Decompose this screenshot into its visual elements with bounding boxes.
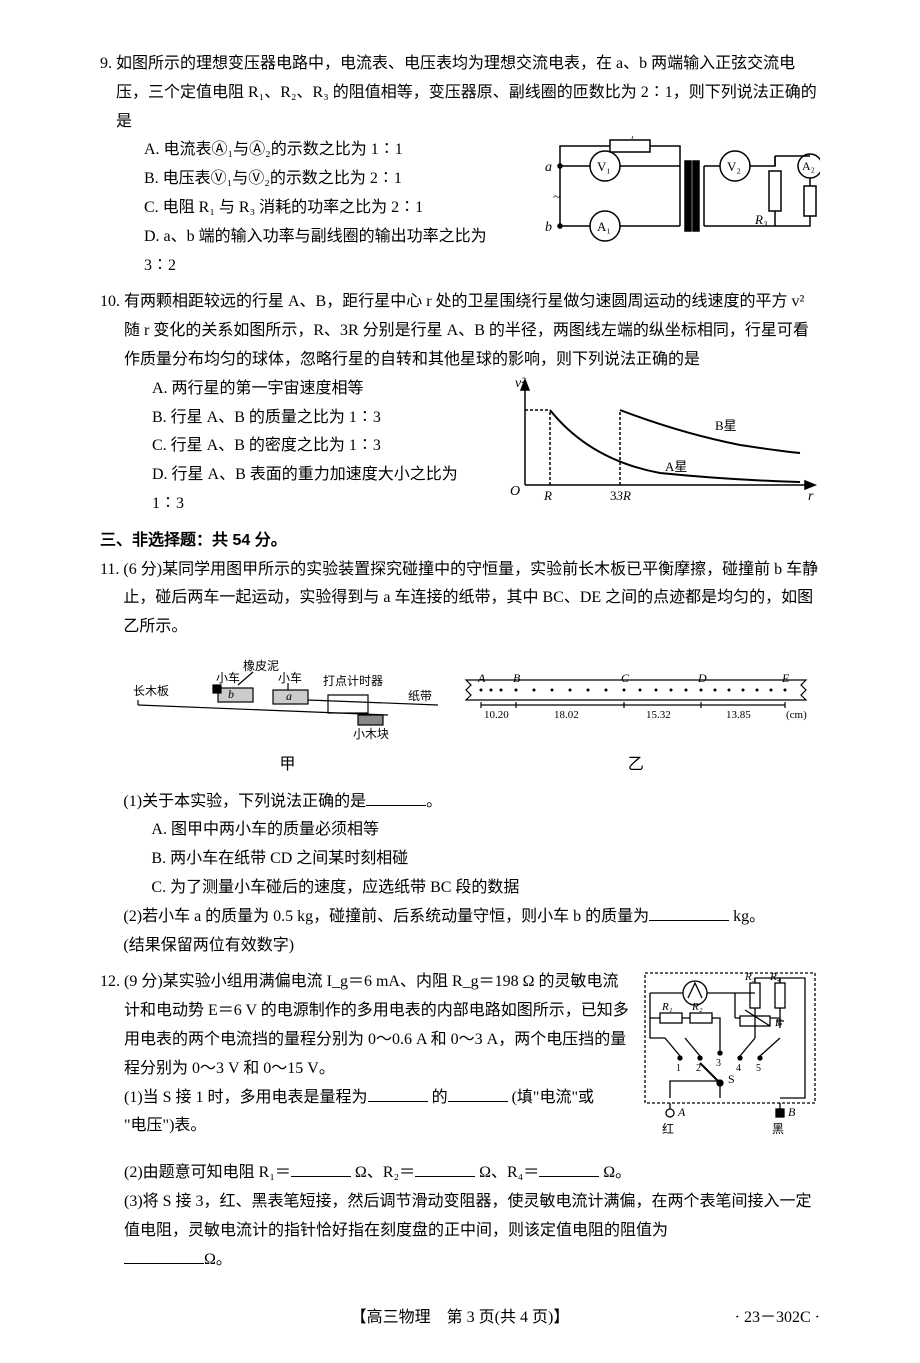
footer-center: 【高三物理 第 3 页(共 4 页)】 — [351, 1309, 570, 1326]
q9-number: 9. — [100, 50, 112, 79]
q10-text: 有两颗相距较远的行星 A、B，距行星中心 r 处的卫星围绕行星做匀速圆周运动的线… — [124, 288, 820, 374]
svg-text:E: E — [781, 671, 790, 685]
section-3-title: 三、非选择题：共 54 分。 — [100, 527, 820, 556]
q11-sub2: (2)若小车 a 的质量为 0.5 kg，碰撞前、后系统动量守恒，则小车 b 的… — [123, 903, 820, 932]
svg-text:3: 3 — [716, 1058, 721, 1069]
q12-sub1: (1)当 S 接 1 时，多用电表是量程为 的 (填"电流"或 — [124, 1084, 630, 1113]
svg-text:C: C — [621, 671, 630, 685]
svg-text:a: a — [545, 160, 552, 175]
svg-text:B: B — [788, 1105, 796, 1119]
q12-number: 12. — [100, 968, 120, 997]
svg-text:5: 5 — [756, 1063, 761, 1074]
q11-number: 11. — [100, 556, 119, 585]
svg-text:R₁: R₁ — [621, 136, 634, 139]
svg-text:红: 红 — [662, 1121, 674, 1136]
q10-opt-d: D. 行星 A、B 表面的重力加速度大小之比为 1∶3 — [124, 461, 490, 519]
q9-opt-d: D. a、b 端的输入功率与副线圈的输出功率之比为 3∶2 — [116, 223, 520, 281]
q11-diagram-jia: 长木板 b 橡皮泥 小车 a 小车 — [128, 650, 448, 780]
q9-text: 如图所示的理想变压器电路中，电流表、电压表均为理想交流电表，在 a、b 两端输入… — [116, 50, 820, 136]
svg-text:A: A — [677, 1105, 686, 1119]
q12-sub3b: Ω。 — [124, 1246, 820, 1275]
page-footer: 【高三物理 第 3 页(共 4 页)】 · 23－302C · — [100, 1304, 820, 1333]
svg-text:黑: 黑 — [772, 1122, 784, 1136]
svg-text:~: ~ — [553, 190, 561, 205]
q9-opt-b: B. 电压表Ⓥ₁与Ⓥ₂的示数之比为 2∶1 — [116, 165, 520, 194]
svg-text:A₁: A₁ — [597, 219, 611, 234]
svg-text:S: S — [728, 1072, 735, 1086]
svg-text:O: O — [510, 484, 520, 499]
q11-sub1: (1)关于本实验，下列说法正确的是。 — [123, 788, 820, 817]
svg-text:D: D — [697, 671, 707, 685]
svg-text:R₂: R₂ — [691, 1001, 703, 1013]
svg-text:R₃: R₃ — [754, 212, 767, 227]
svg-text:(cm): (cm) — [786, 709, 807, 721]
q10-opt-c: C. 行星 A、B 的密度之比为 1∶3 — [124, 432, 490, 461]
question-12: 12. (9 分)某实验小组用满偏电流 I_g＝6 mA、内阻 R_g＝198 … — [100, 968, 820, 1274]
q9-opt-a: A. 电流表Ⓐ₁与Ⓐ₂的示数之比为 1∶1 — [116, 136, 520, 165]
svg-text:纸带: 纸带 — [408, 689, 432, 703]
svg-text:1: 1 — [676, 1063, 681, 1074]
svg-text:a: a — [286, 689, 292, 703]
svg-text:v²: v² — [515, 376, 526, 391]
q12-circuit-diagram: R₃ R₄ R₁ R₂ E — [640, 968, 820, 1159]
q11-opt-b: B. 两小车在纸带 CD 之间某时刻相碰 — [123, 845, 820, 874]
q11-opt-c: C. 为了测量小车碰后的速度，应选纸带 BC 段的数据 — [123, 874, 820, 903]
svg-text:13.85: 13.85 — [726, 709, 751, 721]
svg-text:橡皮泥: 橡皮泥 — [243, 659, 279, 673]
svg-text:18.02: 18.02 — [554, 709, 579, 721]
svg-text:V₂: V₂ — [727, 159, 741, 174]
q11-text: (6 分)某同学用图甲所示的实验装置探究碰撞中的守恒量，实验前长木板已平衡摩擦，… — [123, 556, 820, 642]
svg-text:15.32: 15.32 — [646, 709, 671, 721]
q10-opt-b: B. 行星 A、B 的质量之比为 1∶3 — [124, 404, 490, 433]
q11-caption-jia: 甲 — [128, 751, 448, 780]
svg-text:33R: 33R — [610, 488, 631, 503]
svg-text:A星: A星 — [665, 459, 687, 474]
q10-opt-a: A. 两行星的第一宇宙速度相等 — [124, 375, 490, 404]
svg-text:R₂: R₂ — [819, 194, 820, 209]
svg-text:B: B — [513, 671, 521, 685]
svg-text:4: 4 — [736, 1063, 741, 1074]
q10-chart: v² r O R 33R A星 — [500, 375, 820, 516]
svg-text:R: R — [543, 488, 552, 503]
question-9: 9. 如图所示的理想变压器电路中，电流表、电压表均为理想交流电表，在 a、b 两… — [100, 50, 820, 280]
q11-opt-a: A. 图甲中两小车的质量必须相等 — [123, 816, 820, 845]
q9-opt-c: C. 电阻 R₁ 与 R₃ 消耗的功率之比为 2∶1 — [116, 194, 520, 223]
q12-sub3: (3)将 S 接 3，红、黑表笔短接，然后调节滑动变阻器，使灵敏电流计满偏，在两… — [124, 1188, 820, 1246]
q12-sub1d: "电压")表。 — [124, 1112, 630, 1141]
svg-text:b: b — [228, 687, 234, 701]
svg-text:10.20: 10.20 — [484, 709, 509, 721]
svg-text:b: b — [545, 220, 552, 235]
svg-text:A₂: A₂ — [802, 159, 815, 173]
footer-right: · 23－302C · — [735, 1304, 820, 1333]
svg-text:打点计时器: 打点计时器 — [323, 674, 383, 688]
svg-text:R₄: R₄ — [769, 971, 781, 983]
q12-text: (9 分)某实验小组用满偏电流 I_g＝6 mA、内阻 R_g＝198 Ω 的灵… — [124, 968, 630, 1083]
question-10: 10. 有两颗相距较远的行星 A、B，距行星中心 r 处的卫星围绕行星做匀速圆周… — [100, 288, 820, 518]
svg-text:小车: 小车 — [278, 670, 302, 685]
svg-text:小车: 小车 — [216, 670, 240, 685]
svg-text:小木块: 小木块 — [353, 727, 389, 740]
svg-text:V₁: V₁ — [597, 159, 611, 174]
svg-text:B星: B星 — [715, 418, 737, 433]
question-11: 11. (6 分)某同学用图甲所示的实验装置探究碰撞中的守恒量，实验前长木板已平… — [100, 556, 820, 961]
svg-text:长木板: 长木板 — [133, 684, 169, 698]
svg-text:R₁: R₁ — [661, 1001, 673, 1013]
svg-text:A: A — [477, 671, 486, 685]
svg-text:R₃: R₃ — [744, 971, 756, 983]
q12-sub2: (2)由题意可知电阻 R₁＝ Ω、R₂＝ Ω、R₄＝ Ω。 — [124, 1159, 820, 1188]
q10-number: 10. — [100, 288, 120, 317]
q11-diagram-yi: A B C D E 10.20 18.02 15.32 — [456, 670, 816, 780]
q9-circuit-diagram: a b ~ R₁ V₁ — [530, 136, 820, 267]
q11-caption-yi: 乙 — [456, 751, 816, 780]
svg-text:E: E — [774, 1017, 782, 1029]
svg-text:r: r — [808, 489, 814, 504]
q11-sub2c: (结果保留两位有效数字) — [123, 932, 820, 961]
